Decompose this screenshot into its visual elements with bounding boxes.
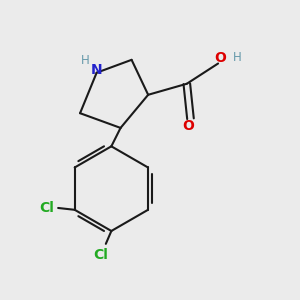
Text: H: H: [80, 54, 89, 68]
Text: H: H: [233, 52, 242, 64]
Text: Cl: Cl: [40, 201, 55, 215]
Text: O: O: [183, 119, 195, 133]
Text: O: O: [214, 51, 226, 65]
Text: N: N: [91, 63, 102, 77]
Text: Cl: Cl: [93, 248, 108, 262]
